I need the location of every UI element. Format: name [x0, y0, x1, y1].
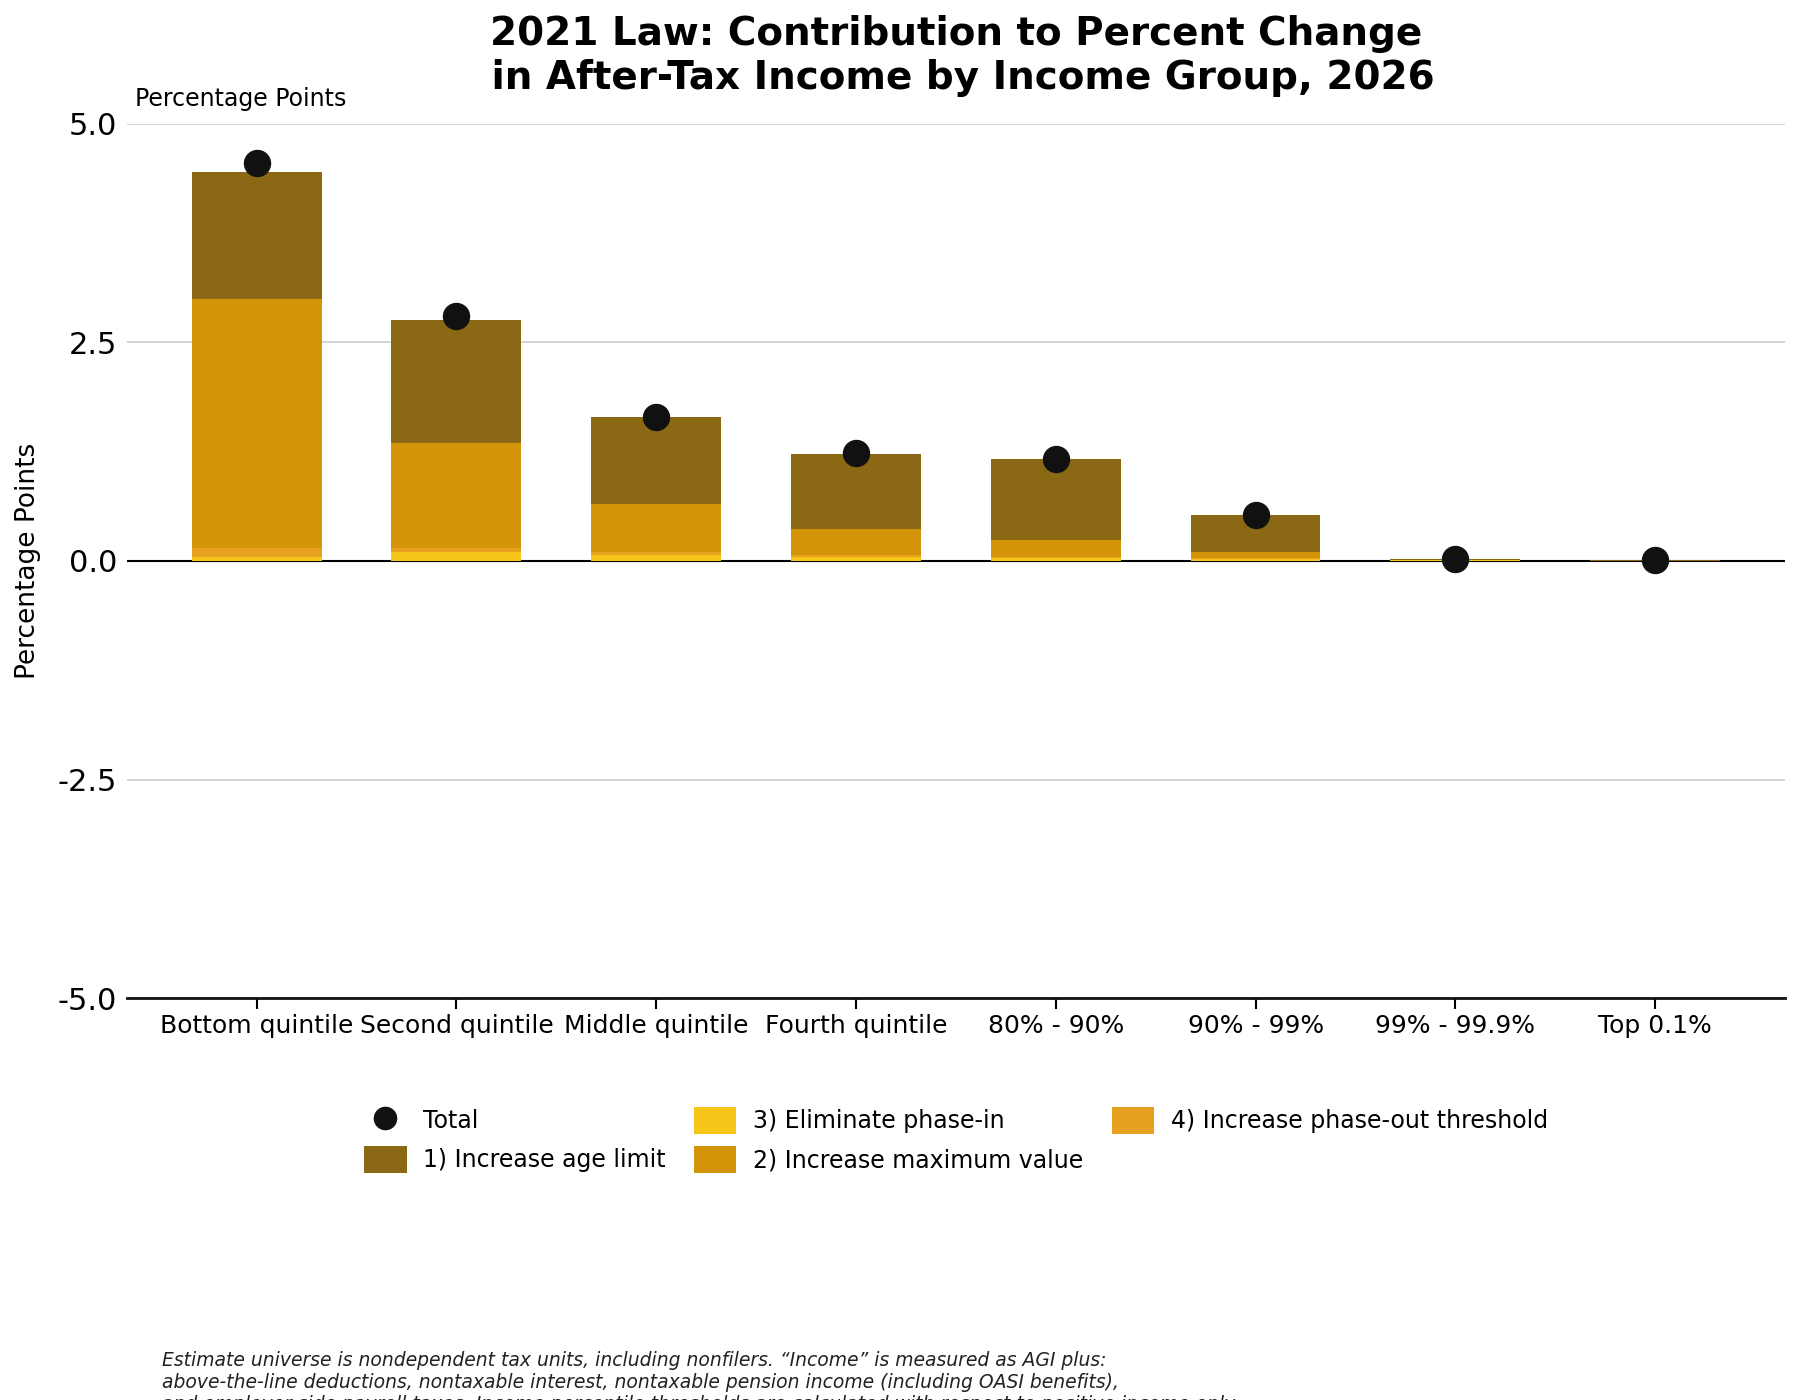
Bar	[391, 552, 522, 561]
Bar	[191, 557, 322, 561]
Bar	[590, 417, 722, 504]
Bar	[191, 298, 322, 547]
Bar	[191, 172, 322, 298]
Total	[1242, 504, 1271, 526]
Total	[1642, 549, 1670, 571]
Bar	[1190, 559, 1321, 561]
Y-axis label: Percentage Points: Percentage Points	[14, 442, 41, 679]
Total	[443, 305, 472, 328]
Bar	[790, 529, 922, 554]
Bar	[590, 504, 722, 552]
Bar	[790, 557, 922, 561]
Bar	[391, 321, 522, 442]
Bar	[191, 547, 322, 557]
Legend: Total, 1) Increase age limit, 3) Eliminate phase-in, 2) Increase maximum value, : Total, 1) Increase age limit, 3) Elimina…	[355, 1098, 1557, 1183]
Bar	[990, 459, 1121, 540]
Title: 2021 Law: Contribution to Percent Change
 in After-Tax Income by Income Group, 2: 2021 Law: Contribution to Percent Change…	[477, 15, 1435, 97]
Total	[643, 406, 671, 428]
Bar	[1190, 515, 1321, 552]
Total	[1042, 448, 1071, 470]
Bar	[790, 554, 922, 557]
Bar	[391, 442, 522, 547]
Bar	[391, 547, 522, 552]
Bar	[1190, 552, 1321, 559]
Bar	[590, 552, 722, 554]
Total	[842, 442, 871, 465]
Bar	[990, 540, 1121, 557]
Bar	[990, 559, 1121, 561]
Total	[1442, 547, 1471, 570]
Bar	[590, 554, 722, 561]
Bar	[790, 454, 922, 529]
Total	[243, 151, 272, 174]
Text: Estimate universe is nondependent tax units, including nonfilers. “Income” is me: Estimate universe is nondependent tax un…	[162, 1351, 1235, 1400]
Text: Percentage Points: Percentage Points	[135, 87, 346, 111]
